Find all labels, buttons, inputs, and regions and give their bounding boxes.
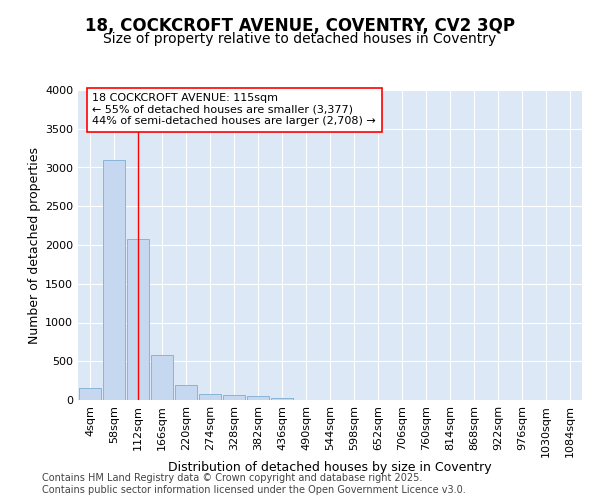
- Bar: [151, 355, 173, 400]
- Bar: [79, 388, 101, 400]
- X-axis label: Distribution of detached houses by size in Coventry: Distribution of detached houses by size …: [168, 461, 492, 474]
- Y-axis label: Number of detached properties: Number of detached properties: [28, 146, 41, 344]
- Bar: [223, 396, 245, 400]
- Text: Contains HM Land Registry data © Crown copyright and database right 2025.
Contai: Contains HM Land Registry data © Crown c…: [42, 474, 466, 495]
- Text: 18 COCKCROFT AVENUE: 115sqm
← 55% of detached houses are smaller (3,377)
44% of : 18 COCKCROFT AVENUE: 115sqm ← 55% of det…: [92, 93, 376, 126]
- Bar: [247, 396, 269, 400]
- Bar: [127, 239, 149, 400]
- Bar: [271, 398, 293, 400]
- Bar: [175, 384, 197, 400]
- Bar: [199, 394, 221, 400]
- Text: Size of property relative to detached houses in Coventry: Size of property relative to detached ho…: [103, 32, 497, 46]
- Bar: [103, 160, 125, 400]
- Text: 18, COCKCROFT AVENUE, COVENTRY, CV2 3QP: 18, COCKCROFT AVENUE, COVENTRY, CV2 3QP: [85, 18, 515, 36]
